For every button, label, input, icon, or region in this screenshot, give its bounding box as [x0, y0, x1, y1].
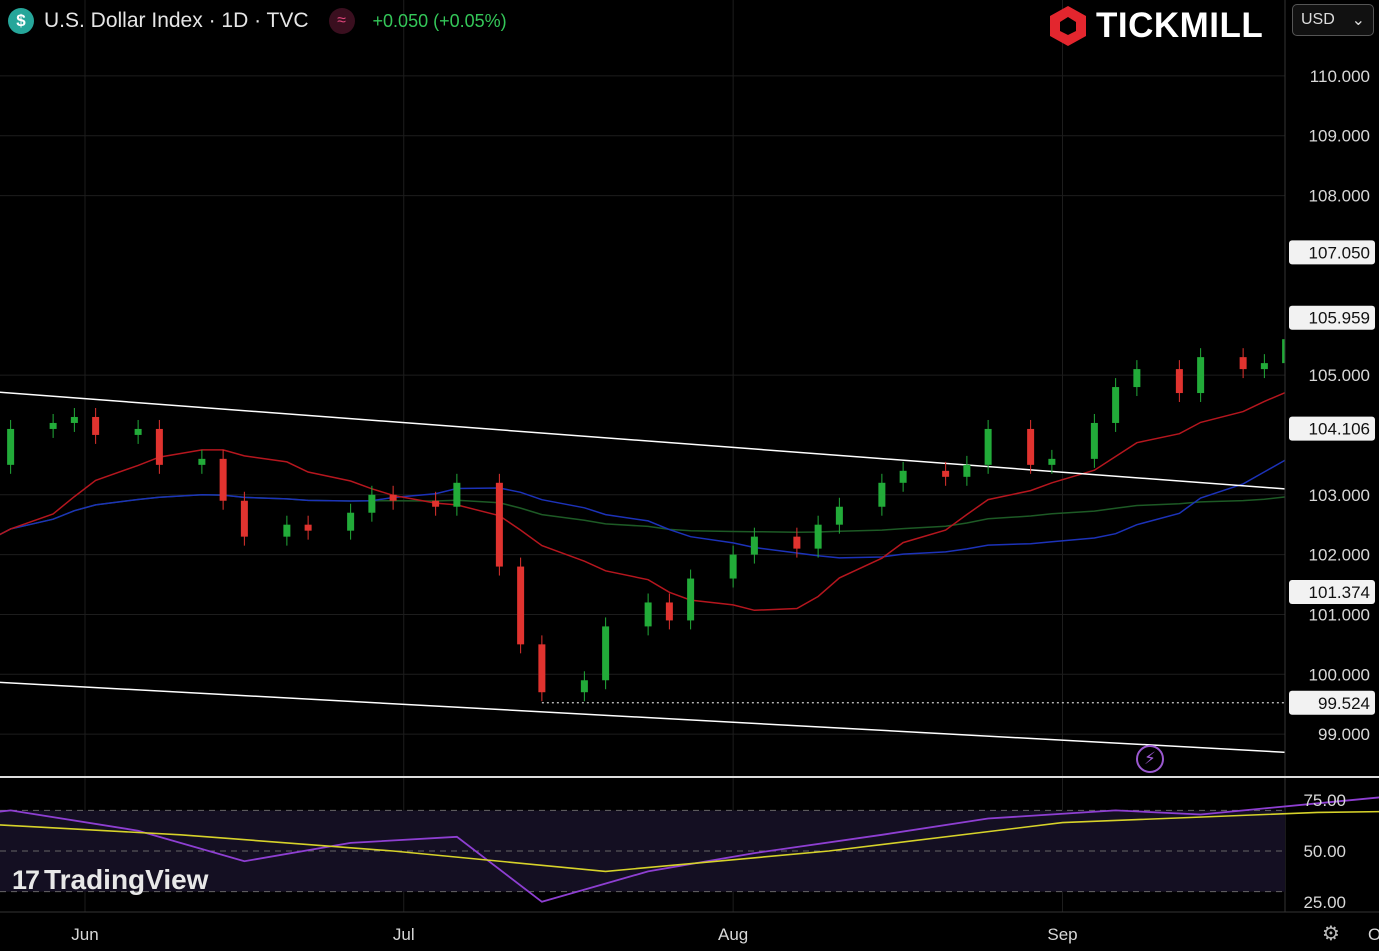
candle-body [942, 470, 950, 477]
price-tick-label: 110.000 [1310, 67, 1370, 86]
candle-body [7, 428, 15, 465]
tradingview-watermark: 17 TradingView [12, 864, 208, 896]
currency-value: USD [1301, 11, 1335, 28]
candle-body [1027, 428, 1035, 465]
sma-blue-line [0, 423, 1379, 559]
price-tick-label: 103.000 [1309, 486, 1370, 505]
price-tick-label: 99.000 [1318, 725, 1370, 744]
candle-body [240, 500, 248, 537]
candle-body [963, 464, 971, 477]
candle-body [793, 536, 801, 549]
dollar-icon[interactable]: $ [8, 8, 34, 34]
price-tick-label: 102.000 [1309, 546, 1370, 565]
chart-header: $ U.S. Dollar Index · 1D · TVC ≈ +0.050 … [8, 6, 507, 36]
level-tag [1289, 240, 1375, 265]
candle-body [389, 494, 397, 501]
level-tag [1289, 690, 1375, 715]
candle-body [1239, 357, 1247, 370]
candle-body [602, 626, 610, 681]
candle-body [538, 644, 546, 693]
sma-red-line [0, 349, 1379, 612]
rsi-tick-label: 25.00 [1303, 893, 1346, 912]
candle-body [347, 512, 355, 531]
candle-body [729, 554, 737, 579]
candle-body [750, 536, 758, 555]
level-tag [1289, 580, 1375, 605]
chevron-down-icon: ⌄ [1351, 12, 1365, 29]
candle-body [1175, 369, 1183, 394]
lightning-icon[interactable]: ⚡ [1136, 745, 1164, 773]
tradingview-text: TradingView [44, 864, 209, 895]
candle-body [1260, 363, 1268, 370]
rsi-tick-label: 50.00 [1303, 842, 1346, 861]
candle-body [1133, 369, 1141, 388]
candle-body [814, 524, 822, 549]
tickmill-mark-icon [1050, 6, 1086, 46]
candle-body [49, 422, 57, 429]
candle-body [495, 482, 503, 567]
candle-body [835, 506, 843, 525]
candle-body [219, 458, 227, 501]
candle-body [665, 602, 673, 621]
level-tag-label: 107.050 [1309, 243, 1370, 262]
candle-body [1197, 357, 1205, 394]
broker-logo: TICKMILL [1048, 4, 1263, 48]
rsi-ma-line [0, 810, 1379, 873]
level-tag-label: 104.106 [1309, 420, 1370, 439]
price-tick-label: 100.000 [1309, 665, 1370, 684]
time-tick-label: Sep [1047, 925, 1077, 944]
candle-body [984, 428, 992, 465]
long-trendline-upper [0, 391, 1379, 497]
candle-body [283, 524, 291, 537]
candle-body [92, 416, 100, 435]
candle-body [1090, 422, 1098, 459]
level-tag-label: 99.524 [1318, 694, 1370, 713]
candle-body [304, 524, 312, 531]
rsi-tick-label: 75.00 [1303, 791, 1346, 810]
candle-body [899, 470, 907, 483]
price-tick-label: 108.000 [1309, 187, 1370, 206]
candle-body [687, 578, 695, 621]
currency-select[interactable]: USD ⌄ [1292, 4, 1374, 36]
indicator-wave-icon[interactable]: ≈ [328, 8, 355, 34]
candle-body [453, 482, 461, 507]
time-tick-label: Jun [71, 925, 98, 944]
tradingview-mark-icon: 17 [12, 864, 40, 895]
level-tag-label: 101.374 [1309, 583, 1370, 602]
time-tick-label: Aug [718, 925, 748, 944]
symbol-title[interactable]: U.S. Dollar Index · 1D · TVC [44, 9, 309, 32]
candle-body [1048, 458, 1056, 465]
level-tag [1289, 305, 1375, 330]
price-tick-label: 105.000 [1309, 366, 1370, 385]
candle-body [368, 494, 376, 513]
candle-body [878, 482, 886, 507]
candle-body [432, 500, 440, 507]
candle-body [70, 416, 78, 423]
candle-body [580, 680, 588, 693]
time-tick-label: Jul [393, 925, 415, 944]
gear-icon[interactable]: ⚙ [1322, 923, 1340, 945]
price-tick-label: 109.000 [1309, 127, 1370, 146]
candle-body [517, 566, 525, 645]
level-tag-label: 105.959 [1309, 309, 1370, 328]
level-tag [1289, 416, 1375, 441]
candle-body [644, 602, 652, 627]
price-change: +0.050 (+0.05%) [372, 10, 507, 31]
long-trendline-lower [0, 681, 1379, 759]
rsi-line [0, 796, 1379, 903]
price-tick-label: 101.000 [1309, 605, 1370, 624]
candle-body [134, 428, 142, 435]
candle-body [155, 428, 163, 465]
broker-name: TICKMILL [1096, 6, 1264, 45]
price-axis-panel [1285, 0, 1379, 951]
time-tick-label: Oct [1368, 925, 1379, 944]
candle-body [1112, 387, 1120, 423]
candle-body [198, 458, 206, 465]
